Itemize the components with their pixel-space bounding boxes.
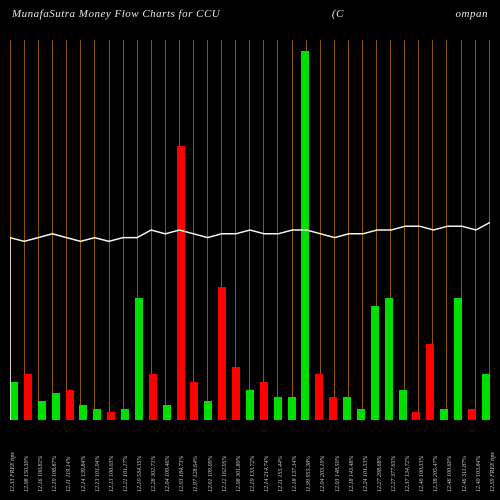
chart-bar: [24, 374, 32, 420]
chart-bar: [93, 409, 101, 420]
chart-bar: [288, 397, 296, 420]
bar-container: [10, 40, 490, 420]
chart-bar: [440, 409, 448, 420]
chart-bar: [10, 382, 18, 420]
chart-bar: [218, 287, 226, 420]
chart-bar: [66, 390, 74, 420]
title-left: MunafaSutra Money Flow Charts for CCU: [12, 8, 220, 20]
chart-bar: [204, 401, 212, 420]
x-axis-labels: 12.33 FREE tips12.08 150.30%12.16 100.82…: [10, 422, 490, 500]
chart-header: MunafaSutra Money Flow Charts for CCU (C…: [12, 8, 488, 20]
chart-bar: [329, 397, 337, 420]
chart-area: [10, 40, 490, 420]
chart-bar: [79, 405, 87, 420]
chart-bar: [412, 412, 420, 420]
chart-bar: [343, 397, 351, 420]
chart-bar: [260, 382, 268, 420]
chart-bar: [315, 374, 323, 420]
chart-bar: [454, 298, 462, 420]
chart-bar: [163, 405, 171, 420]
chart-bar: [149, 374, 157, 420]
chart-bar: [468, 409, 476, 420]
chart-bar: [371, 306, 379, 420]
title-right: ompan: [456, 8, 488, 20]
chart-bar: [232, 367, 240, 420]
chart-bar: [52, 393, 60, 420]
chart-bar: [426, 344, 434, 420]
chart-bar: [121, 409, 129, 420]
chart-bar: [482, 374, 490, 420]
title-mid: (C: [332, 8, 344, 20]
chart-bar: [357, 409, 365, 420]
chart-bar: [246, 390, 254, 420]
chart-bar: [274, 397, 282, 420]
chart-bar: [399, 390, 407, 420]
chart-bar: [135, 298, 143, 420]
chart-bar: [301, 51, 309, 420]
chart-bar: [107, 412, 115, 420]
chart-bar: [177, 146, 185, 420]
chart-bar: [38, 401, 46, 420]
chart-bar: [385, 298, 393, 420]
chart-bar: [190, 382, 198, 420]
